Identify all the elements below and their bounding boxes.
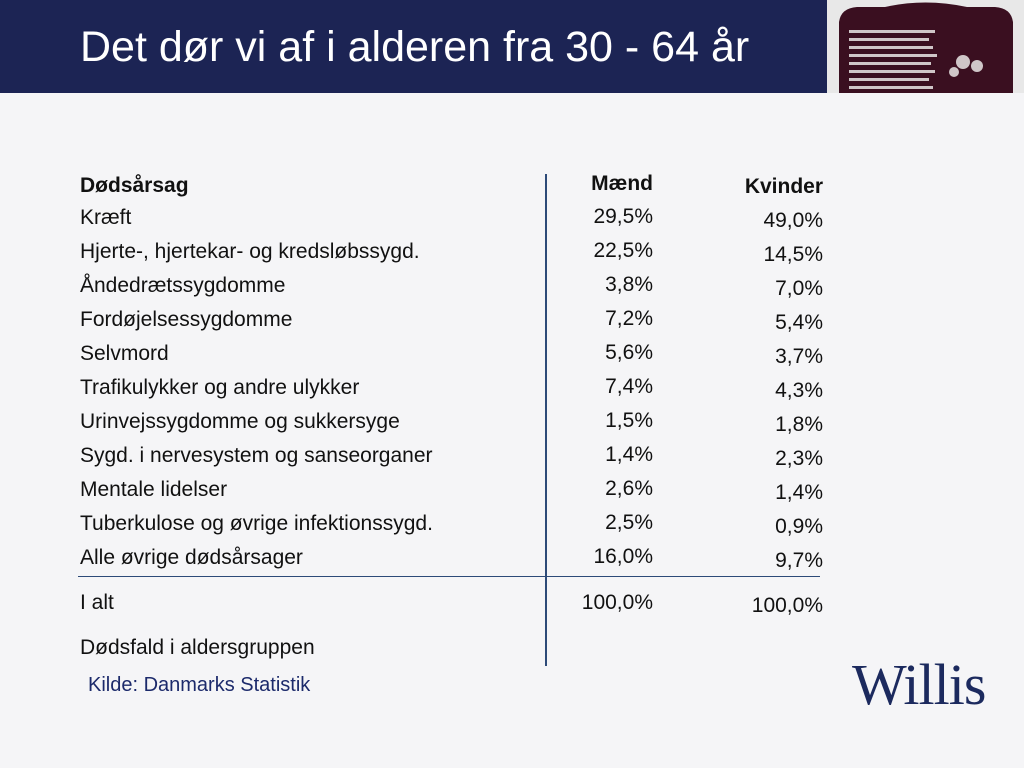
- men-value: 22,5%: [593, 239, 653, 262]
- title-bar: Det dør vi af i alderen fra 30 - 64 år: [0, 0, 827, 93]
- men-value: 1,4%: [605, 443, 653, 466]
- total-men: 100,0%: [581, 591, 653, 614]
- men-value: 7,4%: [605, 375, 653, 398]
- willis-logo: Willis: [852, 652, 986, 717]
- men-value: 7,2%: [605, 307, 653, 330]
- women-value: 0,9%: [775, 515, 823, 538]
- cause-label: Kræft: [80, 206, 132, 229]
- women-value: 2,3%: [775, 447, 823, 470]
- cause-label: Mentale lidelser: [80, 478, 228, 501]
- column-header-men: Mænd: [591, 172, 653, 195]
- women-value: 1,4%: [775, 481, 823, 504]
- gravestone-photo: [827, 0, 1024, 93]
- women-value: 3,7%: [775, 345, 823, 368]
- cause-label: Trafikulykker og andre ulykker: [80, 376, 360, 399]
- cause-label: Hjerte-, hjertekar- og kredsløbssygd.: [80, 240, 420, 263]
- column-header-cause: Dødsårsag: [80, 174, 189, 197]
- women-value: 7,0%: [775, 277, 823, 300]
- page-title: Det dør vi af i alderen fra 30 - 64 år: [80, 23, 750, 71]
- women-value: 5,4%: [775, 311, 823, 334]
- women-value: 14,5%: [763, 243, 823, 266]
- women-value: 1,8%: [775, 413, 823, 436]
- deaths-in-age-group-label: Dødsfald i aldersgruppen: [80, 636, 315, 659]
- women-value: 9,7%: [775, 549, 823, 572]
- men-value: 29,5%: [593, 205, 653, 228]
- men-value: 1,5%: [605, 409, 653, 432]
- total-women: 100,0%: [751, 594, 823, 617]
- men-value: 5,6%: [605, 341, 653, 364]
- men-value: 16,0%: [593, 545, 653, 568]
- cause-label: Fordøjelsessygdomme: [80, 308, 293, 331]
- total-label: I alt: [80, 591, 114, 614]
- men-value: 3,8%: [605, 273, 653, 296]
- source-note: Kilde: Danmarks Statistik: [88, 674, 311, 696]
- men-value: 2,5%: [605, 511, 653, 534]
- cause-label: Alle øvrige dødsårsager: [80, 546, 303, 569]
- women-value: 49,0%: [763, 209, 823, 232]
- women-value: 4,3%: [775, 379, 823, 402]
- cause-label: Åndedrætssygdomme: [80, 274, 286, 297]
- column-header-women: Kvinder: [744, 175, 823, 198]
- column-divider: [545, 174, 547, 666]
- cause-label: Sygd. i nervesystem og sanseorganer: [80, 444, 433, 467]
- cause-label: Selvmord: [80, 342, 169, 365]
- total-divider: [78, 576, 820, 577]
- cause-label: Tuberkulose og øvrige infektionssygd.: [80, 512, 433, 535]
- cause-label: Urinvejssygdomme og sukkersyge: [80, 410, 400, 433]
- men-value: 2,6%: [605, 477, 653, 500]
